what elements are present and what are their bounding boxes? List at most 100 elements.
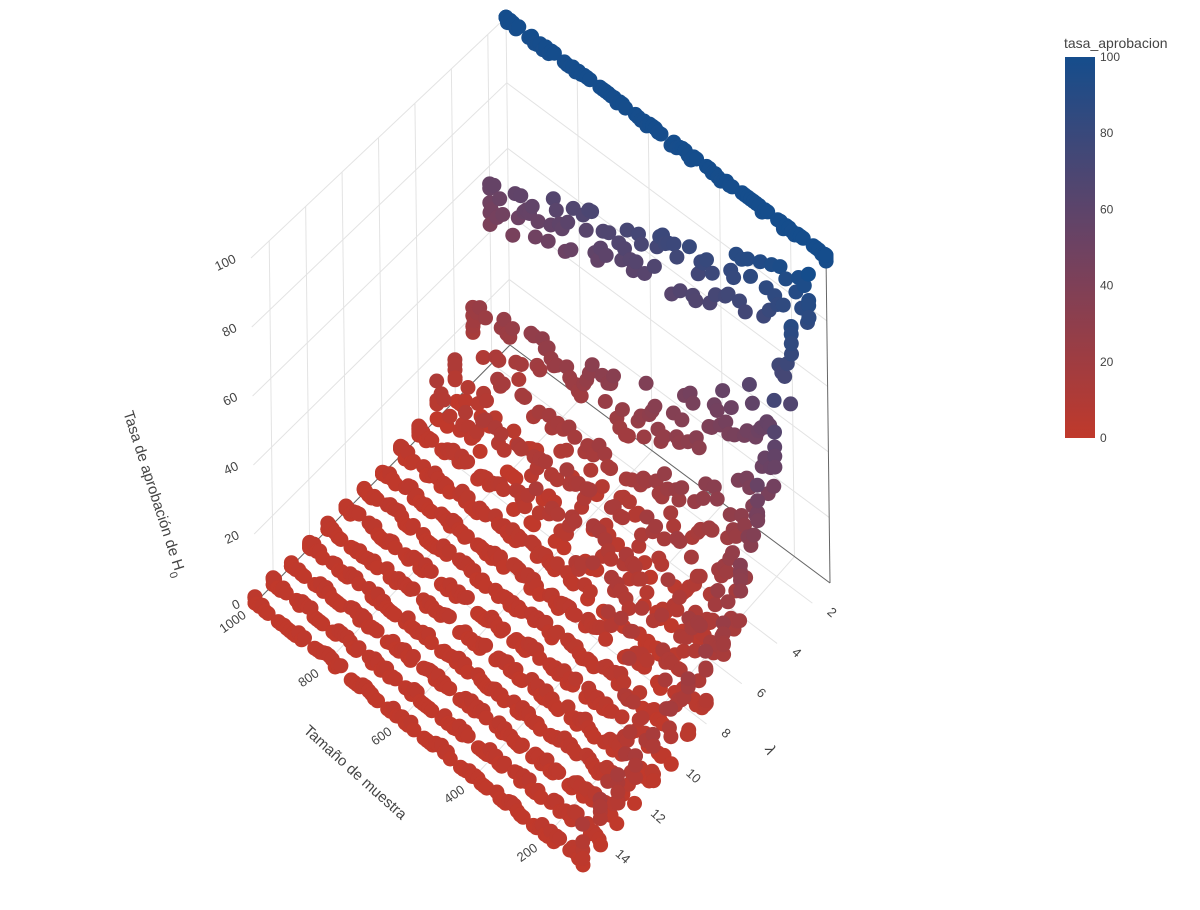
data-point: [559, 442, 574, 458]
data-point: [645, 739, 661, 754]
z-tick-label: 80: [220, 320, 239, 340]
data-point: [442, 681, 458, 697]
data-point: [633, 571, 649, 587]
y-tick-label: 1000: [216, 607, 248, 636]
data-point: [687, 643, 703, 659]
x-tick-label: 8: [718, 725, 733, 741]
data-point: [725, 545, 740, 561]
data-point: [732, 557, 748, 573]
data-point: [683, 549, 699, 565]
data-point: [656, 531, 672, 547]
data-point: [563, 242, 579, 258]
data-point: [333, 658, 349, 674]
data-point: [710, 583, 726, 598]
data-point: [369, 623, 385, 639]
data-point: [669, 602, 685, 618]
data-point: [297, 569, 312, 584]
data-point: [423, 564, 439, 579]
data-point: [657, 466, 672, 482]
data-point: [666, 518, 682, 534]
data-point: [610, 795, 626, 811]
data-point: [698, 643, 714, 659]
data-point: [766, 478, 782, 494]
data-point: [706, 479, 722, 495]
data-point: [615, 510, 631, 526]
data-point: [818, 247, 834, 263]
data-point: [719, 564, 735, 580]
data-point: [732, 613, 748, 629]
colorbar-tick-label: 20: [1100, 355, 1114, 369]
data-point: [370, 693, 385, 709]
data-point: [527, 229, 543, 245]
data-point: [556, 540, 572, 556]
data-point: [672, 534, 688, 549]
data-point: [692, 568, 708, 584]
data-point: [733, 572, 748, 588]
z-tick-label: 20: [222, 527, 241, 547]
data-point: [511, 19, 527, 35]
data-point: [505, 321, 520, 337]
grid-line: [576, 70, 582, 398]
data-point: [692, 618, 708, 634]
data-point: [625, 623, 641, 639]
data-point: [597, 446, 613, 462]
data-point: [549, 556, 565, 572]
data-point: [545, 191, 561, 207]
data-point: [695, 490, 711, 506]
data-point: [592, 799, 608, 814]
data-point: [532, 362, 548, 378]
data-point: [524, 198, 540, 214]
data-point: [442, 751, 458, 767]
data-point: [625, 694, 641, 710]
data-point: [600, 604, 616, 620]
data-point: [614, 709, 630, 725]
colorbar-tick-label: 40: [1100, 279, 1114, 293]
data-point: [777, 369, 793, 384]
data-point: [653, 126, 669, 142]
data-point: [594, 479, 610, 495]
grid-line: [305, 206, 311, 548]
data-point: [619, 222, 635, 238]
data-point: [315, 616, 331, 632]
data-point: [333, 532, 349, 547]
y-tick-label: 200: [514, 840, 540, 865]
data-point: [638, 375, 654, 391]
data-point: [550, 506, 566, 522]
data-point: [796, 278, 812, 294]
y-tick-label: 600: [368, 724, 394, 749]
data-point: [744, 395, 760, 411]
data-point: [737, 517, 752, 533]
data-point: [767, 448, 783, 464]
data-point: [513, 441, 529, 457]
data-point: [578, 222, 594, 238]
data-point: [613, 610, 629, 626]
data-point: [495, 376, 511, 392]
y-tick-label: 400: [441, 782, 467, 807]
data-point: [722, 507, 738, 523]
data-point: [680, 671, 696, 687]
data-point: [610, 784, 626, 800]
data-point: [575, 850, 591, 866]
data-point: [351, 640, 367, 656]
data-point: [723, 400, 739, 416]
data-point: [552, 831, 568, 846]
data-point: [749, 477, 765, 493]
data-point: [634, 710, 650, 726]
data-point: [540, 233, 556, 249]
data-point: [752, 254, 768, 270]
data-point: [573, 388, 589, 404]
data-point: [506, 502, 522, 517]
data-point: [598, 631, 614, 647]
data-point: [610, 767, 626, 783]
data-point: [559, 462, 575, 478]
data-point: [486, 177, 502, 193]
data-point: [548, 202, 564, 218]
data-point: [260, 606, 276, 621]
data-point: [801, 298, 817, 313]
data-point: [740, 251, 755, 267]
grid-line: [508, 279, 830, 518]
data-point: [549, 472, 565, 488]
data-point: [672, 283, 688, 299]
data-point: [622, 724, 638, 740]
